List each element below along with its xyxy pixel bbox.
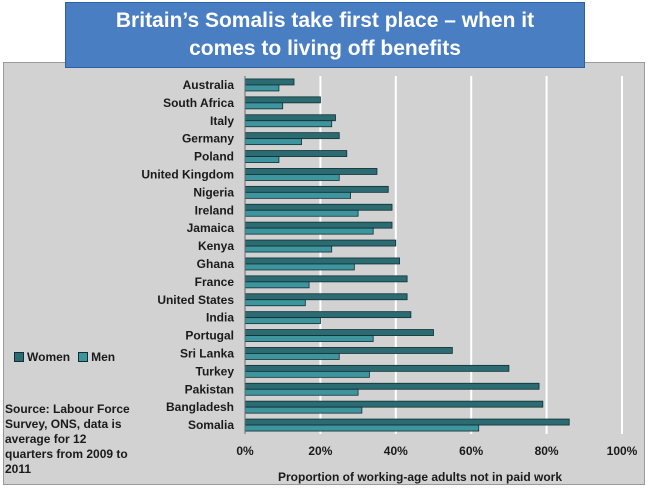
legend-swatch-men bbox=[78, 352, 89, 362]
bar-women bbox=[244, 185, 389, 193]
legend-entry-men: Men bbox=[78, 350, 115, 364]
category-label: Jamaica bbox=[187, 221, 235, 235]
category-label: Ghana bbox=[197, 257, 235, 271]
category-label: Italy bbox=[210, 114, 234, 128]
bar-women bbox=[244, 329, 434, 336]
category-label: Bangladesh bbox=[166, 400, 234, 414]
bar-women bbox=[244, 311, 412, 319]
bar-women bbox=[244, 96, 321, 104]
bar-men bbox=[244, 209, 359, 217]
bar-men bbox=[244, 227, 374, 235]
category-label: Australia bbox=[183, 78, 235, 92]
bar-men bbox=[244, 281, 310, 289]
bar-women bbox=[244, 114, 336, 122]
bar-men bbox=[244, 263, 355, 271]
bar-women bbox=[244, 400, 544, 408]
category-label: Kenya bbox=[198, 239, 234, 253]
source-note: Source: Labour Force Survey, ONS, data i… bbox=[5, 402, 130, 476]
bar-men bbox=[244, 174, 340, 181]
category-labels: Australia South Africa Italy Germany Poland U… bbox=[141, 78, 234, 432]
x-tick-label: 80% bbox=[535, 444, 559, 458]
bar-women bbox=[244, 168, 378, 175]
category-label: France bbox=[195, 275, 235, 289]
x-tick-label: 20% bbox=[308, 444, 332, 458]
bar-women bbox=[244, 203, 393, 211]
category-label: United Kingdom bbox=[141, 167, 234, 181]
x-tick-labels: 0% 20% 40% 60% 80% 100% bbox=[236, 444, 637, 458]
category-label: Germany bbox=[182, 132, 234, 146]
bar-men bbox=[244, 353, 340, 360]
category-label: Ireland bbox=[195, 203, 234, 217]
bar-women bbox=[244, 221, 393, 229]
x-tick-label: 60% bbox=[459, 444, 483, 458]
x-tick-label: 0% bbox=[236, 444, 254, 458]
category-label: United States bbox=[157, 293, 234, 307]
category-label: Poland bbox=[194, 150, 234, 164]
bar-men bbox=[244, 406, 363, 414]
bar-men bbox=[244, 102, 284, 110]
category-label: South Africa bbox=[163, 96, 234, 110]
gridlines bbox=[319, 76, 623, 434]
bar-women bbox=[244, 382, 540, 390]
bar-men bbox=[244, 388, 359, 396]
bar-women bbox=[244, 150, 348, 157]
legend-swatch-women bbox=[14, 352, 24, 362]
legend-label-men: Men bbox=[91, 350, 116, 364]
category-label: India bbox=[206, 311, 234, 325]
bar-women bbox=[244, 275, 408, 283]
bar-women bbox=[244, 132, 340, 140]
bar-men bbox=[244, 335, 374, 342]
bar-men bbox=[244, 245, 333, 253]
legend-label-women: Women bbox=[27, 350, 71, 364]
legend-entry-women: Women bbox=[14, 350, 70, 364]
category-label: Sri Lanka bbox=[180, 346, 234, 360]
x-tick-label: 100% bbox=[607, 444, 638, 458]
bar-women bbox=[244, 347, 453, 354]
bar-women bbox=[244, 293, 408, 301]
category-label: Somalia bbox=[188, 418, 234, 432]
x-tick-label: 40% bbox=[384, 444, 408, 458]
bar-women bbox=[244, 239, 397, 247]
bar-women bbox=[244, 78, 295, 86]
bar-men bbox=[244, 424, 480, 432]
bar-men bbox=[244, 299, 306, 307]
bar-men bbox=[244, 84, 280, 92]
bar-women bbox=[244, 364, 510, 372]
bar-men bbox=[244, 317, 321, 325]
bar-men bbox=[244, 138, 302, 146]
legend: Women Men bbox=[14, 350, 115, 364]
category-label: Pakistan bbox=[185, 382, 234, 396]
chart-title: Britain’s Somalis take first place – whe… bbox=[65, 2, 585, 68]
bars bbox=[244, 78, 570, 432]
x-axis-title: Proportion of working-age adults not in … bbox=[278, 470, 562, 484]
category-label: Portugal bbox=[185, 329, 234, 343]
category-label: Nigeria bbox=[193, 185, 234, 199]
bar-men bbox=[244, 370, 370, 378]
bar-women bbox=[244, 257, 400, 265]
bar-men bbox=[244, 191, 351, 199]
bar-men bbox=[244, 120, 333, 128]
category-label: Turkey bbox=[196, 364, 235, 378]
bar-women bbox=[244, 418, 570, 426]
bar-men bbox=[244, 156, 280, 163]
